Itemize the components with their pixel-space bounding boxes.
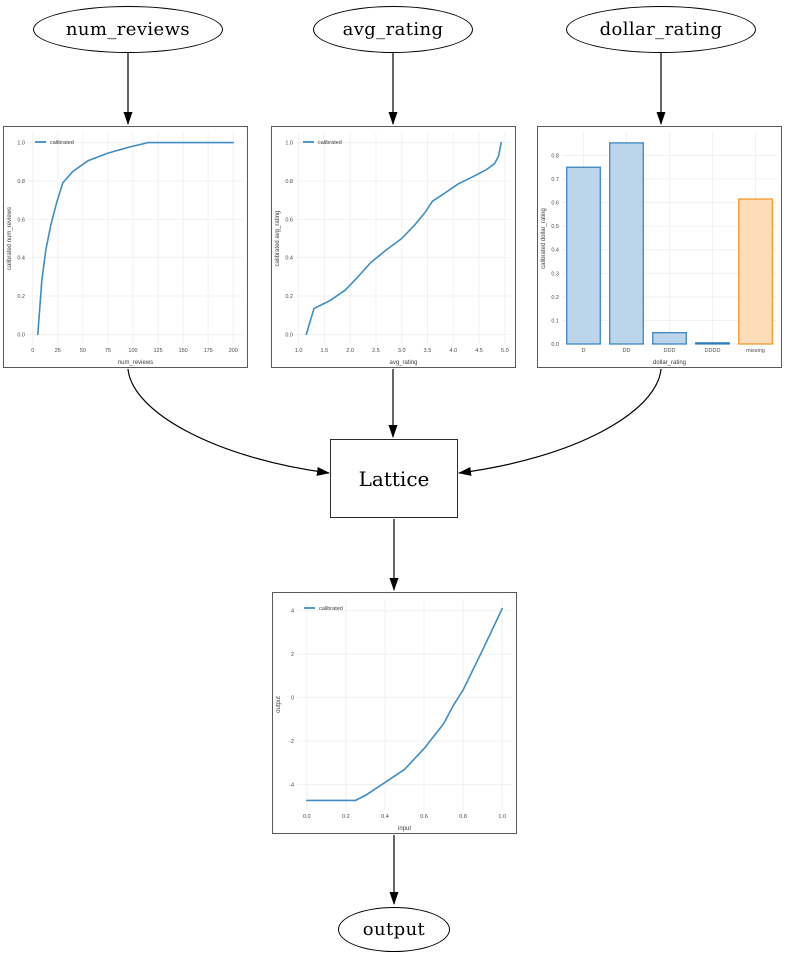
y-tick-label: 1.0 xyxy=(17,141,25,147)
y-axis-label: calibrated avg_rating xyxy=(275,211,281,267)
y-tick-label: 0.2 xyxy=(17,294,25,300)
bar-DDD xyxy=(652,332,687,345)
avg-rating-calibration-chart: 0.0 0.2 0.4 0.6 0.8 1.0 1.0 1.5 2.0 2.5 3.0 3.5 4.0 4… xyxy=(275,133,511,366)
x-tick-label: 3.5 xyxy=(424,348,432,354)
y-tick-label: 0.0 xyxy=(551,342,559,348)
x-tick-label: 2.5 xyxy=(372,348,380,354)
x-tick-label: 200 xyxy=(229,348,238,354)
x-tick-label: DD xyxy=(623,348,631,354)
x-tick-label: 75 xyxy=(105,348,111,354)
y-tick-label: 0.8 xyxy=(17,179,25,185)
legend-label: calibrated xyxy=(318,140,342,146)
legend-label: calibrated xyxy=(50,140,74,146)
x-tick-label: 100 xyxy=(128,348,137,354)
y-tick-label: 0 xyxy=(291,696,294,702)
calibrator-plot-avg-rating: 0.0 0.2 0.4 0.6 0.8 1.0 1.0 1.5 2.0 2.5 3.0 3.5 4.0 4… xyxy=(271,126,516,368)
x-tick-label: 4.0 xyxy=(449,348,457,354)
y-tick-label: 0.0 xyxy=(17,332,25,338)
legend-label: calibrated xyxy=(319,606,343,612)
node-num-reviews: num_reviews xyxy=(33,6,223,53)
edge-num-reviews-calibrator-to-lattice xyxy=(127,368,330,476)
y-tick-label: 0.6 xyxy=(551,201,559,207)
calibration-curve xyxy=(306,607,503,802)
calibrator-plot-num-reviews: 0.0 0.2 0.4 0.6 0.8 1.0 0 25 50 75 100 125 150 175 200… xyxy=(3,126,248,368)
x-axis-label: input xyxy=(398,826,411,832)
bar-DD xyxy=(609,142,644,345)
output-calibrator-plot: -4 -2 0 2 4 0.0 0.2 0.4 0.6 0.8 1.0 input output cali… xyxy=(272,592,517,834)
x-tick-label: 0.2 xyxy=(342,814,350,820)
y-tick-label: 0.8 xyxy=(551,153,559,159)
x-axis-label: num_reviews xyxy=(118,360,153,366)
x-tick-label: 5.0 xyxy=(501,348,509,354)
y-tick-label: 4 xyxy=(291,609,294,615)
x-tick-label: 1.5 xyxy=(321,348,329,354)
y-tick-label: 1.0 xyxy=(285,141,293,147)
y-tick-label: 0.2 xyxy=(285,294,293,300)
x-tick-label: 1.0 xyxy=(295,348,303,354)
calibration-curve xyxy=(305,141,502,336)
x-tick-label: 0.4 xyxy=(381,814,389,820)
bar-missing xyxy=(738,198,773,345)
y-tick-label: 0.4 xyxy=(285,256,293,262)
num-reviews-calibration-chart: 0.0 0.2 0.4 0.6 0.8 1.0 0 25 50 75 100 125 150 175 200… xyxy=(7,133,243,366)
y-axis-label: output xyxy=(276,696,282,713)
y-tick-label: 0.4 xyxy=(17,256,25,262)
node-avg-rating-label: avg_rating xyxy=(342,19,444,40)
output-calibration-chart: -4 -2 0 2 4 0.0 0.2 0.4 0.6 0.8 1.0 input output cali… xyxy=(276,599,512,832)
y-tick-label: 0.4 xyxy=(551,248,559,254)
y-tick-label: -2 xyxy=(289,739,294,745)
node-output: output xyxy=(338,907,450,952)
y-tick-label: 0.5 xyxy=(551,224,559,230)
x-tick-label: DDDD xyxy=(705,348,721,354)
y-tick-label: 0.7 xyxy=(551,177,559,183)
x-tick-label: DDD xyxy=(664,348,676,354)
edge-dollar-rating-calibrator-to-lattice xyxy=(458,368,662,476)
x-axis-label: dollar_rating xyxy=(653,360,686,366)
x-tick-label: 25 xyxy=(55,348,61,354)
node-avg-rating: avg_rating xyxy=(313,6,473,53)
bar-DDDD xyxy=(695,342,730,345)
y-tick-label: 0.2 xyxy=(551,295,559,301)
x-axis-label: avg_rating xyxy=(389,360,417,366)
x-tick-label: 0.8 xyxy=(459,814,467,820)
x-tick-label: 4.5 xyxy=(475,348,483,354)
y-tick-label: 0.6 xyxy=(17,217,25,223)
y-axis-label: calibrated num_reviews xyxy=(7,207,13,270)
x-tick-label: 3.0 xyxy=(398,348,406,354)
x-tick-label: 50 xyxy=(80,348,86,354)
x-tick-label: D xyxy=(582,348,586,354)
y-tick-label: 0.6 xyxy=(285,217,293,223)
x-tick-label: 2.0 xyxy=(346,348,354,354)
node-output-label: output xyxy=(362,919,426,940)
node-lattice: Lattice xyxy=(330,439,458,518)
bar-D xyxy=(566,166,601,345)
dollar-rating-calibration-chart: 0.00.10.20.30.40.50.60.70.8D DD DDD DDDD mis… xyxy=(541,133,777,366)
x-tick-label: 0 xyxy=(31,348,34,354)
node-dollar-rating: dollar_rating xyxy=(566,6,756,53)
x-tick-label: 150 xyxy=(179,348,188,354)
x-tick-label: 125 xyxy=(153,348,162,354)
calibration-curve xyxy=(37,141,234,336)
x-tick-label: 175 xyxy=(204,348,213,354)
y-axis-label: calibrated dollar_rating xyxy=(541,208,547,269)
y-tick-label: 2 xyxy=(291,652,294,658)
x-tick-label: 0.6 xyxy=(420,814,428,820)
x-tick-label: 0.0 xyxy=(303,814,311,820)
node-dollar-rating-label: dollar_rating xyxy=(599,19,723,40)
node-lattice-label: Lattice xyxy=(358,466,430,491)
x-tick-label: missing xyxy=(746,348,765,354)
y-tick-label: 0.1 xyxy=(551,318,559,324)
y-tick-label: 0.8 xyxy=(285,179,293,185)
calibrator-plot-dollar-rating: 0.0 0.1 0.2 0.3 0.4 0.5 0.6 0.7 0.8 D DD DDD DDDD mis… xyxy=(537,126,782,368)
node-num-reviews-label: num_reviews xyxy=(65,19,191,40)
y-tick-label: 0.3 xyxy=(551,271,559,277)
y-tick-label: -4 xyxy=(289,783,294,789)
x-tick-label: 1.0 xyxy=(498,814,506,820)
y-tick-label: 0.0 xyxy=(285,332,293,338)
